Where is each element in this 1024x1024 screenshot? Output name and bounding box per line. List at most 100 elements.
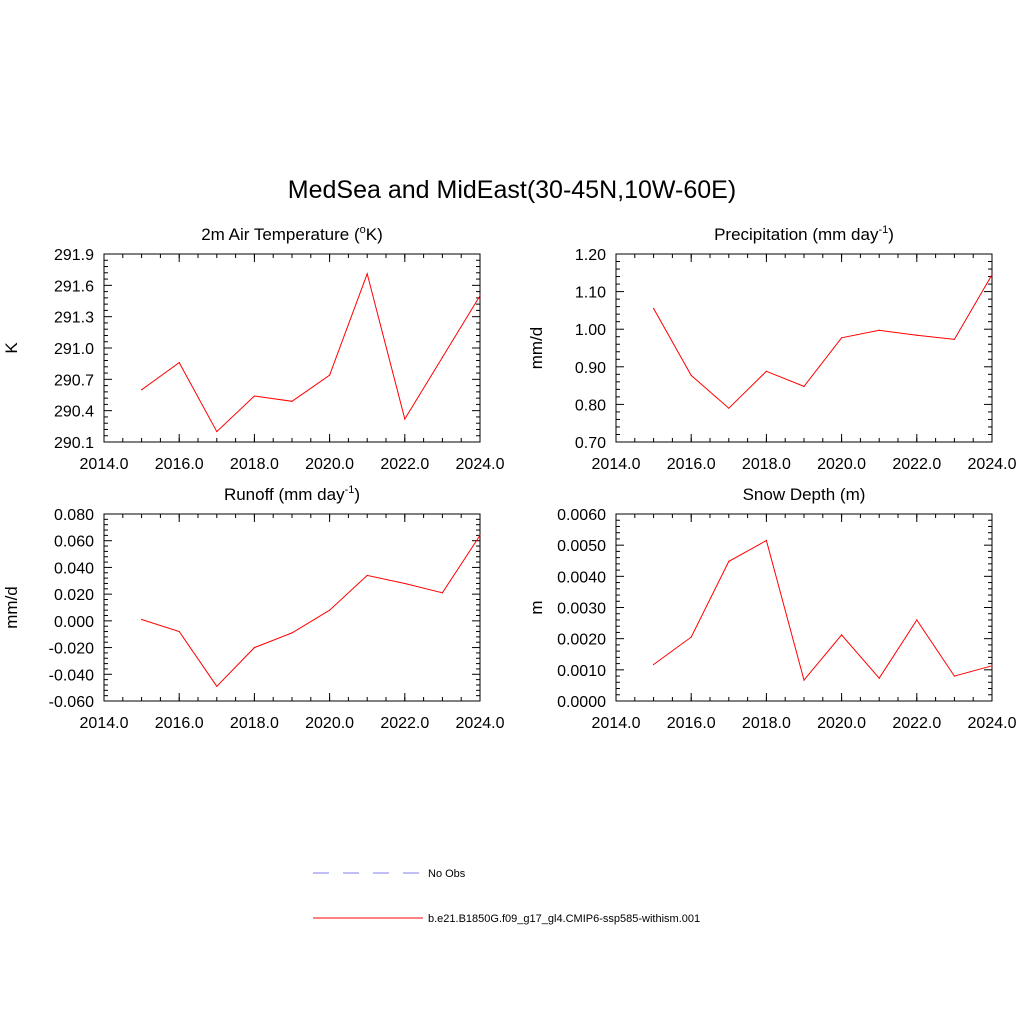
chart-panel-runoff: 2014.0 2016.0 2018.0 2020.0 2022.0 2024.0 -0.0… (2, 484, 505, 732)
y-tick-label: 290.4 (54, 404, 94, 421)
data-point (291, 632, 293, 634)
data-point (178, 362, 180, 364)
x-tick-label: 2020.0 (817, 456, 866, 473)
y-tick-label: 1.00 (575, 322, 606, 339)
x-tick-label: 2022.0 (892, 456, 941, 473)
data-point (841, 634, 843, 636)
data-point (803, 679, 805, 681)
x-tick-label: 2016.0 (155, 456, 204, 473)
y-tick-label: 0.0010 (557, 663, 606, 680)
x-tick-label: 2024.0 (456, 456, 505, 473)
data-point (291, 400, 293, 402)
data-point (479, 534, 481, 536)
y-tick-label: 0.020 (54, 587, 94, 604)
data-point (404, 418, 406, 420)
legend-label-model-run: b.e21.B1850G.f09_g17_gl4.CMIP6-ssp585-wi… (428, 913, 700, 925)
plot-frame (615, 253, 993, 443)
x-tick-label: 2014.0 (80, 715, 129, 732)
x-tick-label: 2014.0 (592, 715, 641, 732)
y-tick-label: 0.080 (54, 507, 94, 524)
panel-title: Runoff (mm day-1) (224, 484, 360, 504)
y-tick-label: -0.060 (49, 694, 94, 711)
main-title: MedSea and MidEast(30-45N,10W-60E) (288, 176, 736, 204)
data-point (366, 273, 368, 275)
panel-title: 2m Air Temperature (oK) (201, 224, 383, 244)
data-point (765, 370, 768, 372)
series-line (141, 535, 481, 688)
data-point (728, 407, 730, 409)
y-tick-label: 1.10 (575, 285, 606, 302)
data-point (690, 374, 692, 377)
data-point (479, 295, 481, 297)
y-tick-label: 0.0020 (557, 632, 606, 649)
plot-frame (103, 253, 481, 443)
data-point (841, 337, 843, 339)
data-point (329, 609, 331, 611)
y-tick-label: 0.000 (54, 614, 94, 631)
data-point (216, 685, 218, 687)
data-point (141, 389, 143, 391)
x-tick-label: 2020.0 (817, 715, 866, 732)
data-point (329, 374, 331, 376)
data-point (178, 630, 180, 633)
data-point (765, 539, 768, 542)
data-point (690, 636, 692, 638)
data-point (953, 675, 956, 677)
y-tick-label: 1.20 (575, 247, 606, 264)
series-line (653, 274, 993, 409)
data-point (216, 430, 218, 433)
x-tick-label: 2018.0 (742, 456, 791, 473)
x-tick-label: 2024.0 (456, 715, 505, 732)
data-point (728, 560, 730, 562)
y-axis-label: K (2, 342, 21, 354)
x-tick-label: 2022.0 (380, 456, 429, 473)
x-tick-label: 2024.0 (968, 715, 1017, 732)
y-tick-label: 291.0 (54, 341, 94, 358)
legend: No Obs b.e21.B1850G.f09_g17_gl4.CMIP6-ss… (313, 868, 700, 925)
y-tick-label: 291.9 (54, 247, 94, 264)
y-tick-label: 290.7 (54, 372, 94, 389)
y-tick-label: 0.0050 (557, 538, 606, 555)
y-axis-label: m (527, 600, 546, 614)
y-tick-label: 0.80 (575, 397, 606, 414)
data-point (141, 618, 143, 621)
y-tick-label: 0.0040 (557, 569, 606, 586)
data-point (653, 307, 655, 310)
y-tick-label: 290.1 (54, 435, 94, 452)
x-tick-label: 2016.0 (667, 456, 716, 473)
data-point (366, 574, 368, 577)
y-axis-label: mm/d (527, 327, 546, 370)
x-tick-label: 2022.0 (380, 715, 429, 732)
chart-panel-air-temperature: 2014.0 2016.0 2018.0 2020.0 2022.0 2024.0 290.… (2, 224, 505, 473)
y-tick-label: -0.020 (49, 641, 94, 658)
data-point (441, 592, 443, 594)
y-tick-label: 0.040 (54, 560, 94, 577)
plot-frame (615, 513, 993, 702)
x-tick-label: 2014.0 (592, 456, 641, 473)
data-point (916, 334, 918, 336)
chart-panel-snow-depth: 2014.0 2016.0 2018.0 2020.0 2022.0 2024.0 0.00… (527, 485, 1017, 732)
data-point (653, 663, 655, 666)
series-line (141, 272, 481, 433)
y-tick-label: 0.0000 (557, 694, 606, 711)
y-tick-label: -0.040 (49, 667, 94, 684)
x-tick-label: 2020.0 (305, 456, 354, 473)
data-point (404, 582, 406, 585)
data-point (953, 338, 956, 340)
x-tick-label: 2014.0 (80, 456, 129, 473)
x-tick-label: 2016.0 (667, 715, 716, 732)
x-tick-label: 2024.0 (968, 456, 1017, 473)
plot-frame (103, 513, 481, 702)
data-point (441, 356, 443, 358)
y-tick-label: 291.6 (54, 278, 94, 295)
x-tick-label: 2018.0 (742, 715, 791, 732)
data-point (253, 646, 255, 649)
panel-title: Snow Depth (m) (743, 485, 866, 504)
y-tick-label: 291.3 (54, 310, 94, 327)
y-tick-label: 0.70 (575, 435, 606, 452)
data-point (991, 274, 993, 276)
x-tick-label: 2018.0 (230, 456, 279, 473)
chart-panel-precipitation: 2014.0 2016.0 2018.0 2020.0 2022.0 2024.0 0.70… (527, 224, 1017, 473)
data-point (991, 665, 993, 667)
